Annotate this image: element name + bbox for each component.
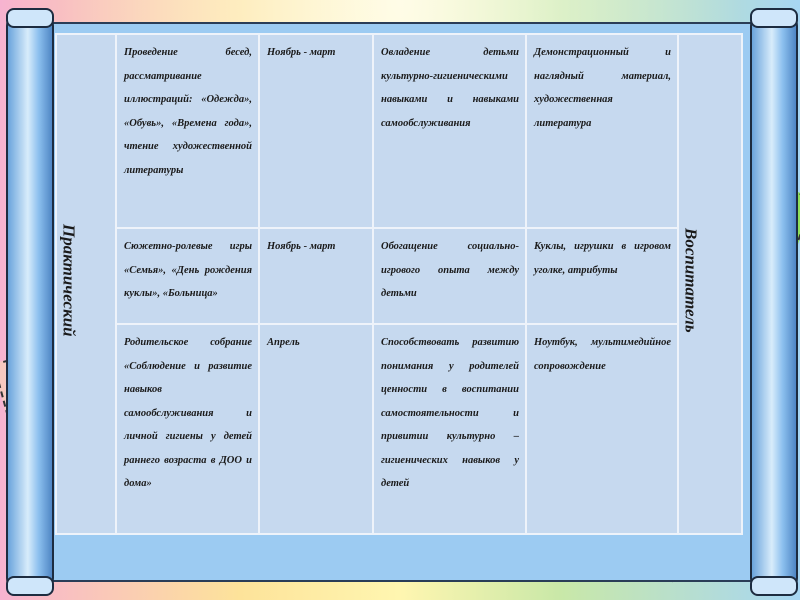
responsible-cell: Воспитатель (677, 33, 743, 535)
goal-cell: Овладение детьми культурно-гигиеническим… (372, 33, 527, 229)
stage-cell: Практический (55, 33, 117, 535)
period-cell: Ноябрь - март (258, 227, 374, 325)
period-cell: Апрель (258, 323, 374, 535)
activity-cell: Проведение бесед, рассматривание иллюстр… (115, 33, 260, 229)
table-row: Сюжетно-ролевые игры «Семья», «День рожд… (56, 227, 742, 325)
scroll-roller-left (6, 8, 54, 596)
table-row: Родительское собрание «Соблюдение и разв… (56, 323, 742, 535)
plan-table: Практический Проведение бесед, рассматри… (55, 33, 743, 535)
activity-cell: Родительское собрание «Соблюдение и разв… (115, 323, 260, 535)
activity-cell: Сюжетно-ролевые игры «Семья», «День рожд… (115, 227, 260, 325)
goal-cell: Обогащение социально-игрового опыта межд… (372, 227, 527, 325)
period-cell: Ноябрь - март (258, 33, 374, 229)
materials-cell: Ноутбук, мультимедийное сопровождение (525, 323, 679, 535)
scroll-roller-right (750, 8, 798, 596)
materials-cell: Куклы, игрушки в игровом уголке, атрибут… (525, 227, 679, 325)
table-row: Практический Проведение бесед, рассматри… (55, 33, 743, 535)
materials-cell: Демонстрационный и наглядный материал, х… (525, 33, 679, 229)
goal-cell: Способствовать развитию понимания у роди… (372, 323, 527, 535)
